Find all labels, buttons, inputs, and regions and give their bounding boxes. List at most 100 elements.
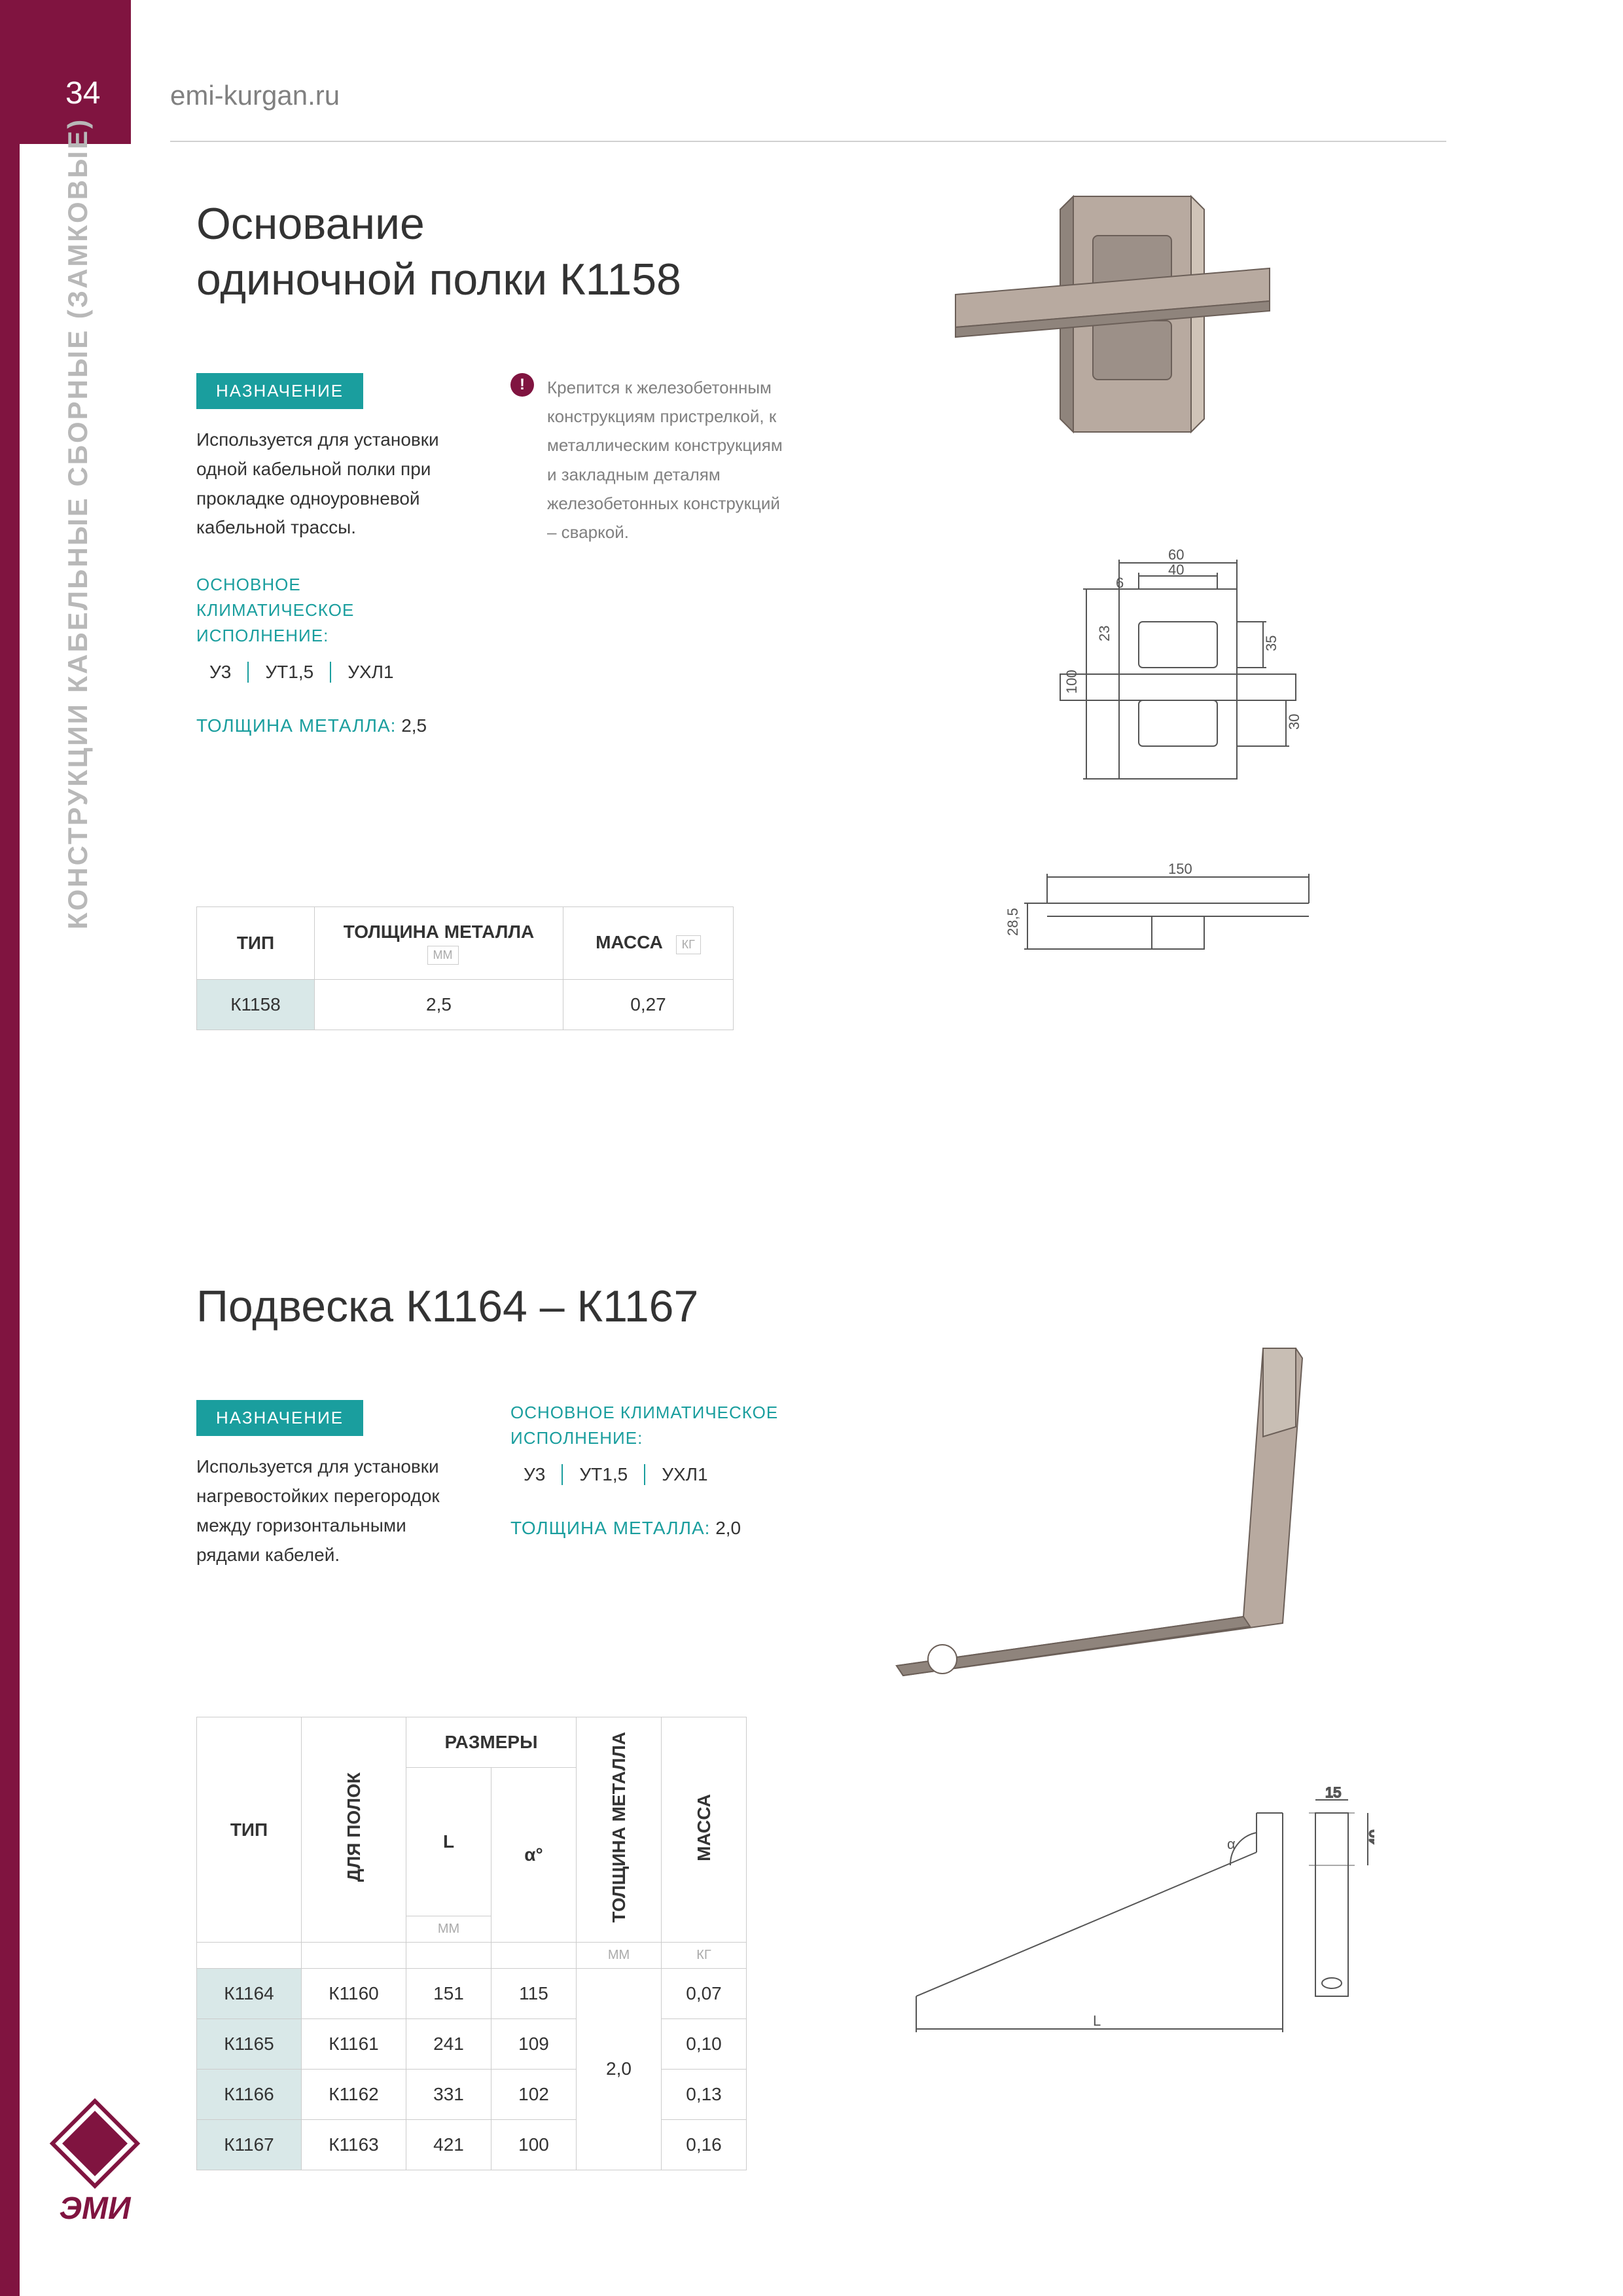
cell-L: 151 <box>406 1968 491 2018</box>
thickness-line: ТОЛЩИНА МЕТАЛЛА: 2,0 <box>510 1518 785 1539</box>
thickness-line: ТОЛЩИНА МЕТАЛЛА: 2,5 <box>196 715 458 736</box>
page-number: 34 <box>65 75 100 111</box>
dim-60: 60 <box>1168 547 1184 563</box>
climate-label: ОСНОВНОЕ КЛИМАТИЧЕСКОЕ ИСПОЛНЕНИЕ: <box>196 572 458 649</box>
unit-L: ММ <box>406 1916 491 1942</box>
th-type: ТИП <box>197 1717 302 1942</box>
th-mass-label: МАССА <box>694 1794 715 1861</box>
dim-28-5: 28,5 <box>1005 908 1021 936</box>
table-row: К1165 К1161 241 109 0,10 <box>197 2018 747 2069</box>
dim-6: 6 <box>1116 575 1124 591</box>
th-mass-label: МАССА <box>596 932 663 952</box>
th-thickness-label: ТОЛЩИНА МЕТАЛЛА <box>344 922 534 942</box>
th-mass: МАССА <box>662 1717 747 1942</box>
dim-35: 35 <box>1263 636 1279 651</box>
svg-text:ЭМИ: ЭМИ <box>59 2191 131 2225</box>
th-for-shelves-label: ДЛЯ ПОЛОК <box>344 1772 365 1882</box>
dim-100: 100 <box>1063 670 1080 694</box>
cell-type: К1167 <box>197 2119 302 2170</box>
th-type: ТИП <box>197 907 315 980</box>
climate-options: У3 УТ1,5 УХЛ1 <box>209 662 458 683</box>
cell-L: 331 <box>406 2069 491 2119</box>
section2-drawing: 15 40 L α <box>864 1787 1374 2049</box>
th-for-shelves: ДЛЯ ПОЛОК <box>302 1717 406 1942</box>
climate-opt: УТ1,5 <box>249 662 331 683</box>
cell-alpha: 115 <box>491 1968 577 2018</box>
info-icon: ! <box>510 373 534 397</box>
cell-alpha: 100 <box>491 2119 577 2170</box>
cell-thickness: 2,5 <box>315 980 563 1030</box>
th-thickness: ТОЛЩИНА МЕТАЛЛА ММ <box>315 907 563 980</box>
section2: Подвеска К1164 – К1167 НАЗНАЧЕНИЕ Исполь… <box>196 1279 1453 2170</box>
unit-mm: ММ <box>427 946 459 965</box>
purpose-text: Используется для установки одной кабельн… <box>196 425 458 543</box>
purpose-badge: НАЗНАЧЕНИЕ <box>196 1400 363 1436</box>
cell-alpha: 109 <box>491 2018 577 2069</box>
section2-left-col: НАЗНАЧЕНИЕ Используется для установки на… <box>196 1400 458 1599</box>
cell-mass: 0,10 <box>662 2018 747 2069</box>
unit-kg: КГ <box>676 935 701 954</box>
section1-top-drawing: 150 28,5 <box>982 851 1361 969</box>
th-thickness: ТОЛЩИНА МЕТАЛЛА <box>577 1717 662 1942</box>
unit-blank <box>491 1942 577 1968</box>
dim-15: 15 <box>1325 1787 1341 1801</box>
dim-40: 40 <box>1168 562 1184 578</box>
table-row: К1158 2,5 0,27 <box>197 980 734 1030</box>
dim-23: 23 <box>1096 626 1113 641</box>
thickness-label: ТОЛЩИНА МЕТАЛЛА: <box>510 1518 710 1538</box>
cell-mass: 0,13 <box>662 2069 747 2119</box>
note-box: ! Крепится к железобетонным конструкциям… <box>510 373 785 547</box>
title-line1: Основание <box>196 199 425 249</box>
left-strip <box>0 0 20 2296</box>
cell-type: К1165 <box>197 2018 302 2069</box>
dim-alpha: α <box>1227 1836 1236 1852</box>
cell-mass: 0,16 <box>662 2119 747 2170</box>
sidebar-category-label: КОНСТРУКЦИИ КАБЕЛЬНЫЕ СБОРНЫЕ (ЗАМКОВЫЕ) <box>62 118 94 929</box>
unit-mass: КГ <box>662 1942 747 1968</box>
thickness-label: ТОЛЩИНА МЕТАЛЛА: <box>196 715 396 736</box>
content-area: Основание одиночной полки К1158 НАЗНАЧЕН… <box>196 196 1453 2170</box>
table-row: К1166 К1162 331 102 0,13 <box>197 2069 747 2119</box>
purpose-text: Используется для установки нагревостойки… <box>196 1452 458 1570</box>
climate-options: У3 УТ1,5 УХЛ1 <box>524 1464 785 1485</box>
cell-shelf: К1162 <box>302 2069 406 2119</box>
cell-mass: 0,07 <box>662 1968 747 2018</box>
table-header-row: ТИП ТОЛЩИНА МЕТАЛЛА ММ МАССА КГ <box>197 907 734 980</box>
table-row: К1167 К1163 421 100 0,16 <box>197 2119 747 2170</box>
cell-L: 421 <box>406 2119 491 2170</box>
thickness-value: 2,0 <box>715 1518 741 1538</box>
dim-L: L <box>1093 2013 1101 2029</box>
thickness-value: 2,5 <box>401 715 427 736</box>
section1-left-col: НАЗНАЧЕНИЕ Используется для установки од… <box>196 373 458 736</box>
section1-3d-render <box>903 170 1309 484</box>
climate-opt: У3 <box>524 1464 563 1485</box>
purpose-badge: НАЗНАЧЕНИЕ <box>196 373 363 409</box>
table-row: К1164 К1160 151 115 2,0 0,07 <box>197 1968 747 2018</box>
unit-blank <box>197 1942 302 1968</box>
unit-blank <box>406 1942 491 1968</box>
header-url: emi-kurgan.ru <box>170 80 340 111</box>
cell-type: К1164 <box>197 1968 302 2018</box>
section2-3d-render <box>838 1309 1335 1702</box>
section1-mid-col: ! Крепится к железобетонным конструкциям… <box>510 373 785 736</box>
dim-30: 30 <box>1286 714 1302 730</box>
climate-opt: УТ1,5 <box>563 1464 645 1485</box>
climate-opt: УХЛ1 <box>645 1464 724 1485</box>
climate-label: ОСНОВНОЕ КЛИМАТИЧЕСКОЕ ИСПОЛНЕНИЕ: <box>510 1400 785 1451</box>
dim-150: 150 <box>1168 861 1192 877</box>
th-thickness-label: ТОЛЩИНА МЕТАЛЛА <box>609 1732 630 1922</box>
note-text: Крепится к железобетонным конструкциям п… <box>547 373 785 547</box>
th-dimensions: РАЗМЕРЫ <box>406 1717 577 1768</box>
climate-opt: УХЛ1 <box>331 662 410 683</box>
dim-40: 40 <box>1366 1830 1374 1846</box>
cell-mass: 0,27 <box>563 980 734 1030</box>
table-unit-row2: ММ КГ <box>197 1942 747 1968</box>
th-alpha: α° <box>491 1768 577 1942</box>
cell-L: 241 <box>406 2018 491 2069</box>
header-divider <box>170 141 1446 142</box>
unit-blank <box>302 1942 406 1968</box>
unit-thickness: ММ <box>577 1942 662 1968</box>
section1-table: ТИП ТОЛЩИНА МЕТАЛЛА ММ МАССА КГ К1158 2,… <box>196 906 734 1030</box>
cell-thickness-merged: 2,0 <box>577 1968 662 2170</box>
section1-front-drawing: 60 40 6 23 100 35 30 <box>988 543 1355 818</box>
